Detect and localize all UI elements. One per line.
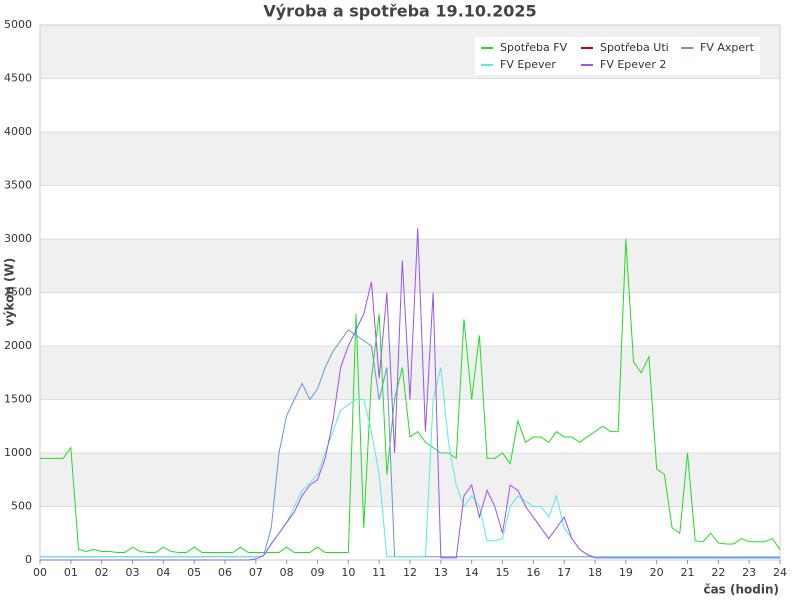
series-line <box>40 238 781 554</box>
y-tick-label: 2000 <box>4 339 32 352</box>
y-tick-label: 3500 <box>4 179 32 192</box>
grid-band <box>40 132 780 186</box>
x-tick-label: 02 <box>95 566 109 579</box>
x-tick-label: 06 <box>218 566 232 579</box>
x-tick-label: 15 <box>496 566 510 579</box>
legend-label: FV Epever <box>500 58 556 71</box>
legend-label: FV Axpert <box>700 41 755 54</box>
x-axis-label: čas (hodin) <box>703 583 779 597</box>
x-tick-label: 03 <box>126 566 140 579</box>
y-tick-label: 500 <box>11 500 32 513</box>
x-tick-label: 16 <box>526 566 540 579</box>
x-tick-label: 20 <box>650 566 664 579</box>
legend: Spotřeba FV Spotřeba Uti FV Axpert FV Epeve… <box>475 37 760 75</box>
legend-label: Spotřeba Uti <box>600 41 669 54</box>
y-tick-label: 2500 <box>4 286 32 299</box>
x-tick-label: 08 <box>280 566 294 579</box>
y-tick-label: 4500 <box>4 72 32 85</box>
x-tick-label: 17 <box>557 566 571 579</box>
grid-band <box>40 239 780 293</box>
y-tick-label: 5000 <box>4 18 32 31</box>
x-tick-label: 22 <box>711 566 725 579</box>
x-tick-label: 23 <box>742 566 756 579</box>
x-tick-label: 04 <box>156 566 170 579</box>
x-tick-label: 09 <box>311 566 325 579</box>
x-tick-label: 10 <box>341 566 355 579</box>
legend-label: Spotřeba FV <box>500 41 568 54</box>
y-tick-label: 3000 <box>4 232 32 245</box>
legend-box <box>475 37 760 75</box>
y-tick-label: 1000 <box>4 446 32 459</box>
x-tick-label: 24 <box>773 566 787 579</box>
x-tick-label: 19 <box>619 566 633 579</box>
legend-label: FV Epever 2 <box>600 58 666 71</box>
y-tick-label: 1500 <box>4 393 32 406</box>
x-tick-label: 11 <box>372 566 386 579</box>
x-tick-label: 05 <box>187 566 201 579</box>
chart-title: Výroba a spotřeba 19.10.2025 <box>263 2 536 21</box>
y-tick-label: 0 <box>25 553 32 566</box>
x-tick-label: 07 <box>249 566 263 579</box>
x-tick-label: 00 <box>33 566 47 579</box>
series-line <box>40 228 780 561</box>
series-line <box>40 367 780 558</box>
x-tick-label: 12 <box>403 566 417 579</box>
x-tick-label: 14 <box>465 566 479 579</box>
x-tick-label: 01 <box>64 566 78 579</box>
y-axis-label: výkon (W) <box>3 258 17 326</box>
grid-band <box>40 453 780 507</box>
x-tick-label: 18 <box>588 566 602 579</box>
y-tick-label: 4000 <box>4 125 32 138</box>
x-tick-label: 13 <box>434 566 448 579</box>
x-tick-label: 21 <box>681 566 695 579</box>
